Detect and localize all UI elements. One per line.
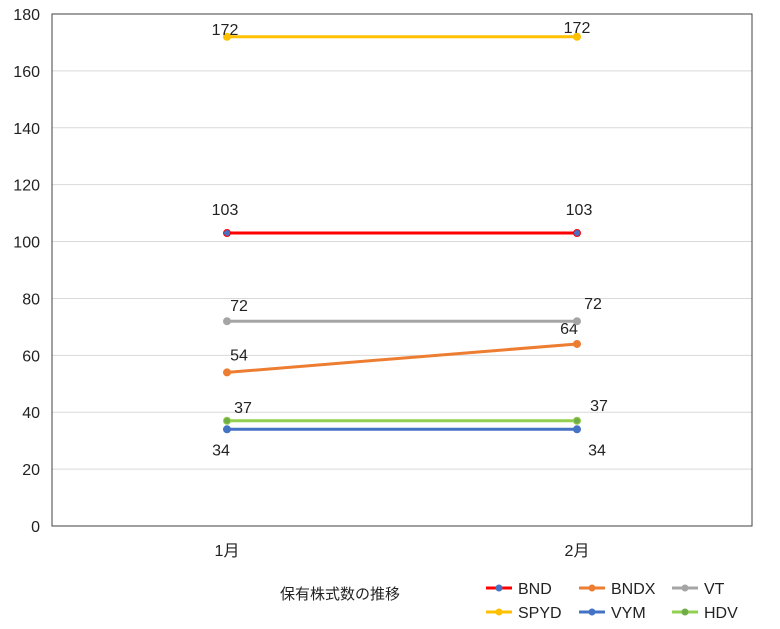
data-label-hdv: 37 <box>234 400 252 417</box>
data-point-bnd <box>573 229 581 238</box>
data-point-vym <box>223 425 231 434</box>
data-point-bndx <box>573 339 581 348</box>
legend-label-bndx: BNDX <box>611 581 656 598</box>
data-label-vt: 72 <box>584 296 602 313</box>
legend-label-bnd: BND <box>518 581 552 598</box>
y-tick-label: 100 <box>13 235 40 252</box>
series-line-bndx <box>226 342 578 374</box>
data-point-vt <box>223 317 231 326</box>
data-label-spyd: 172 <box>212 22 239 39</box>
y-tick-label: 40 <box>22 405 40 422</box>
x-tick-label: 1月 <box>215 543 240 560</box>
y-tick-label: 0 <box>31 519 40 536</box>
data-point-spyd <box>573 32 581 41</box>
x-tick-label: 2月 <box>565 543 590 560</box>
y-tick-label: 20 <box>22 462 40 479</box>
y-tick-label: 160 <box>13 64 40 81</box>
data-point-hdv <box>223 416 231 425</box>
data-label-bndx: 64 <box>560 321 578 338</box>
data-label-bndx: 54 <box>230 347 248 364</box>
y-tick-label: 180 <box>13 7 40 24</box>
plot-area-border <box>51 13 753 527</box>
data-label-spyd: 172 <box>564 20 591 37</box>
data-label-vt: 72 <box>230 298 248 315</box>
data-point-spyd <box>223 32 231 41</box>
legend-label-hdv: HDV <box>704 605 738 622</box>
data-point-hdv <box>573 416 581 425</box>
data-point-bndx <box>223 368 231 377</box>
data-label-vym: 34 <box>212 442 230 459</box>
data-label-bnd: 103 <box>566 202 593 219</box>
y-tick-label: 80 <box>22 291 40 308</box>
data-point-bnd <box>223 229 231 238</box>
legend-marker-vym <box>588 608 596 616</box>
y-tick-label: 140 <box>13 121 40 138</box>
chart-title: 保有株式数の推移 <box>280 586 400 603</box>
y-tick-label: 120 <box>13 178 40 195</box>
data-label-vym: 34 <box>588 442 606 459</box>
data-label-hdv: 37 <box>590 398 608 415</box>
y-tick-label: 60 <box>22 348 40 365</box>
legend-marker-hdv <box>681 608 689 616</box>
legend-label-vym: VYM <box>611 605 646 622</box>
legend-marker-spyd <box>495 608 503 616</box>
legend-marker-bndx <box>588 584 596 592</box>
legend-marker-bnd <box>495 584 503 592</box>
legend-marker-vt <box>681 584 689 592</box>
legend-label-vt: VT <box>704 581 725 598</box>
data-point-vym <box>573 425 581 434</box>
data-label-bnd: 103 <box>212 202 239 219</box>
data-point-vt <box>573 317 581 326</box>
legend-label-spyd: SPYD <box>518 605 562 622</box>
